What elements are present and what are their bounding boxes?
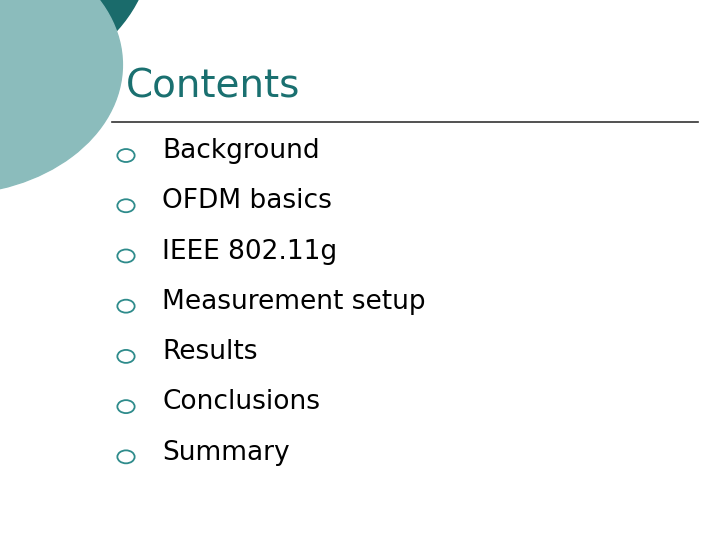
Text: Conclusions: Conclusions [162, 389, 320, 415]
Text: IEEE 802.11g: IEEE 802.11g [162, 239, 337, 265]
Text: Background: Background [162, 138, 320, 164]
Text: OFDM basics: OFDM basics [162, 188, 332, 214]
Text: Summary: Summary [162, 440, 289, 465]
Text: Measurement setup: Measurement setup [162, 289, 426, 315]
Circle shape [0, 0, 122, 194]
Circle shape [0, 0, 151, 97]
Text: Results: Results [162, 339, 258, 365]
Text: Contents: Contents [126, 68, 300, 105]
